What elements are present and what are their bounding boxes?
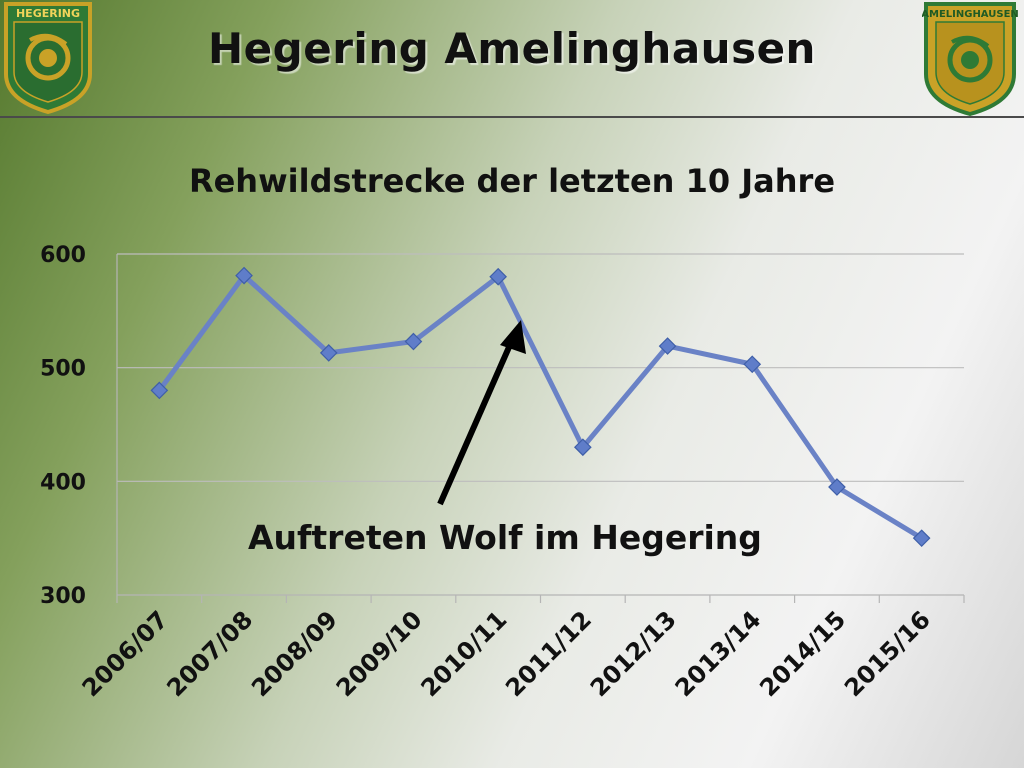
hegegemeinschaft-logo: AMELINGHAUSEN [922,2,1018,116]
x-tick-label: 2011/12 [500,605,597,702]
data-point-marker [828,478,846,496]
chart-title: Rehwildstrecke der letzten 10 Jahre [188,162,836,200]
data-point-marker [319,344,338,362]
series-line-group [150,266,931,548]
data-point-marker [743,355,762,374]
x-tick-label: 2007/08 [161,605,258,702]
data-point-marker [658,337,677,355]
y-tick-label: 300 [40,584,86,609]
data-point-marker [150,381,169,400]
wolf-annotation: Auftreten Wolf im Hegering [248,518,762,557]
x-tick-label: 2013/14 [670,605,767,702]
logo-right-text: AMELINGHAUSEN [922,9,1018,20]
logo-left-text: HEGERING [16,7,80,20]
data-point-marker [489,267,507,286]
y-tick-label: 400 [40,470,86,495]
x-tick-label: 2006/07 [77,605,174,702]
x-tick-label: 2010/11 [416,605,513,702]
x-tick-label: 2014/15 [754,605,851,702]
annotation-arrow [437,320,526,506]
y-tick-label: 600 [40,243,86,268]
chart-gridlines [117,253,964,482]
data-point-marker [235,266,253,285]
series-line [157,273,923,541]
x-tick-label: 2008/09 [246,605,343,702]
data-point-marker [912,529,931,548]
data-point-marker [574,438,592,457]
arrow-shaft [437,336,516,506]
title-divider [0,116,1024,118]
x-tick-label: 2015/16 [839,605,936,702]
x-axis-ticks: 2006/072007/082008/092009/102010/112011/… [77,605,936,702]
chart-axes [116,254,965,603]
hegering-logo: HEGERING [4,2,92,115]
y-tick-label: 500 [40,357,86,382]
x-tick-label: 2009/10 [331,605,428,702]
y-axis-ticks: 300 400 500 600 [40,243,86,609]
slide-title: Hegering Amelinghausen [208,24,816,73]
arrow-head [500,320,526,354]
x-tick-label: 2012/13 [585,605,682,702]
data-point-marker [404,332,423,351]
